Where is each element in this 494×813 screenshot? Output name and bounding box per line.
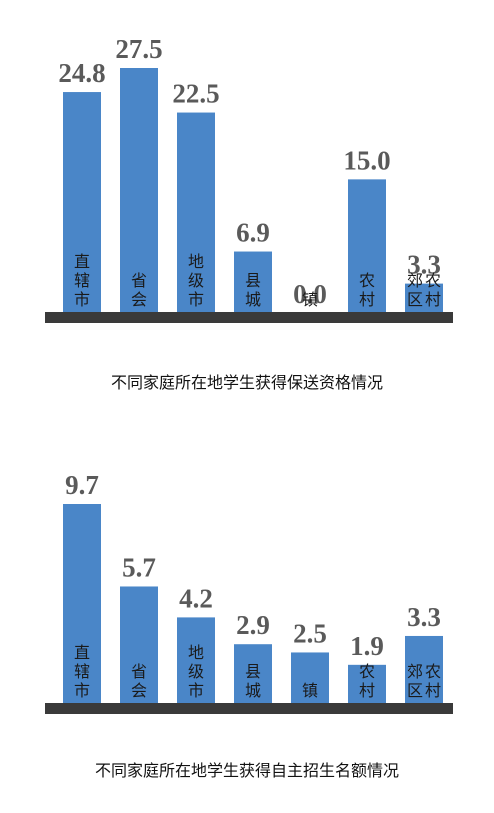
category-label: 省会 — [131, 271, 147, 309]
category-label: 直辖市 — [74, 252, 90, 309]
value-label: 3.3 — [407, 602, 441, 632]
bar — [177, 617, 215, 704]
bar — [234, 251, 272, 313]
value-label: 24.8 — [58, 58, 105, 88]
category-label: 省会 — [131, 662, 147, 700]
value-label: 6.9 — [236, 218, 270, 248]
value-label: 27.5 — [115, 34, 162, 64]
bar — [405, 283, 443, 313]
category-label: 地级市 — [188, 643, 204, 700]
value-label: 1.9 — [350, 631, 384, 661]
chart-title: 不同家庭所在地学生获得保送资格情况 — [111, 373, 383, 392]
bar — [120, 586, 158, 704]
category-label: 县城 — [245, 662, 261, 700]
category-label: 郊区农村 — [407, 662, 441, 700]
bar — [120, 68, 158, 313]
bar — [177, 112, 215, 313]
value-label: 0.0 — [293, 279, 327, 309]
bar — [63, 504, 101, 704]
bar — [63, 92, 101, 314]
category-label: 县城 — [245, 271, 261, 309]
value-label: 9.7 — [65, 470, 99, 500]
category-label: 镇 — [302, 681, 318, 700]
category-label: 地级市 — [188, 252, 204, 309]
bar — [291, 652, 329, 704]
bar — [348, 179, 386, 313]
category-label: 直辖市 — [74, 643, 90, 700]
value-label: 2.9 — [236, 610, 270, 640]
category-label: 镇 — [302, 290, 318, 309]
value-label: 22.5 — [172, 79, 219, 109]
category-label: 郊区农村 — [407, 271, 441, 309]
bar — [234, 644, 272, 704]
bar — [348, 664, 386, 704]
value-label: 15.0 — [343, 145, 390, 175]
value-label: 5.7 — [122, 552, 156, 582]
chart-title: 不同家庭所在地学生获得自主招生名额情况 — [95, 761, 399, 780]
value-label: 3.3 — [407, 250, 441, 280]
category-label: 农村 — [359, 271, 375, 309]
value-label: 4.2 — [179, 583, 213, 613]
baseline — [45, 703, 453, 714]
value-label: 2.5 — [293, 618, 327, 648]
bar — [405, 635, 443, 704]
category-label: 农村 — [359, 662, 375, 700]
baseline — [45, 312, 453, 323]
